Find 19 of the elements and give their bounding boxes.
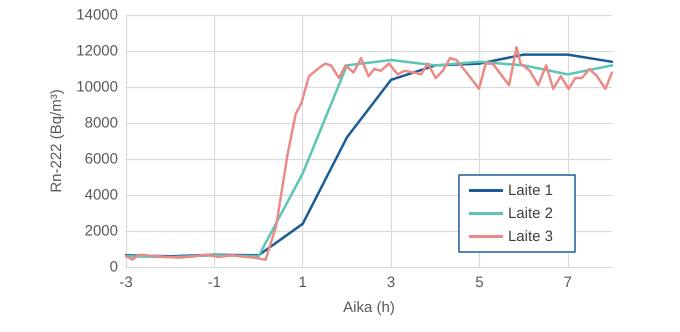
x-tick-label: -3 — [119, 274, 133, 291]
x-axis-title: Aika (h) — [343, 299, 395, 316]
legend-label: Laite 1 — [508, 182, 554, 199]
y-tick-label: 8000 — [84, 114, 118, 132]
y-tick-label: 0 — [110, 258, 118, 276]
y-tick-label: 10000 — [76, 78, 118, 96]
x-tick-label: 5 — [475, 274, 484, 291]
legend-label: Laite 2 — [508, 205, 554, 222]
x-tick-label: 7 — [564, 274, 572, 291]
y-tick-label: 6000 — [84, 150, 118, 168]
y-axis-title: Rn-222 (Bq/m³) — [48, 89, 65, 193]
x-tick-label: 3 — [386, 274, 396, 291]
x-tick-label: 1 — [298, 274, 307, 291]
legend-label: Laite 3 — [508, 228, 554, 245]
y-tick-label: 2000 — [84, 222, 118, 240]
x-tick-label: -1 — [208, 274, 222, 291]
y-tick-label: 14000 — [76, 6, 118, 24]
y-tick-label: 12000 — [76, 42, 118, 60]
y-tick-label: 4000 — [84, 186, 118, 204]
